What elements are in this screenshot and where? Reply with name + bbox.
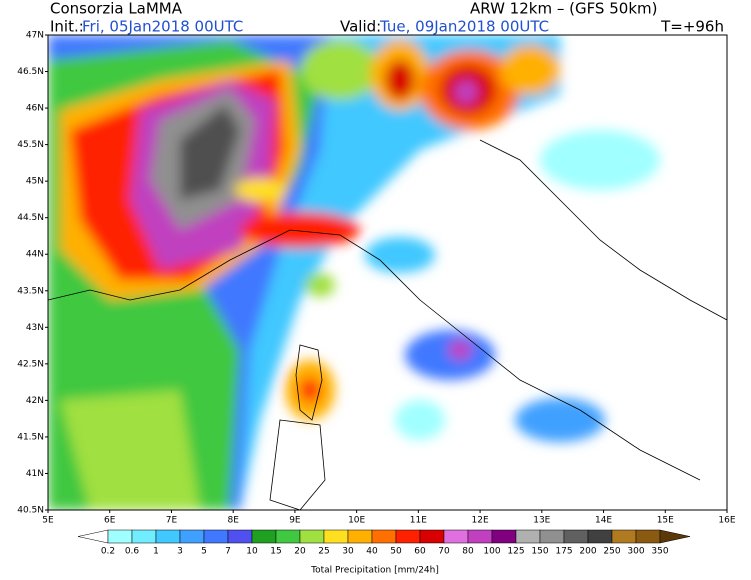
lon-label: 15E (657, 516, 674, 526)
legend-label: 100 (483, 547, 500, 557)
legend-arrow (77, 529, 109, 544)
legend-swatch (539, 529, 565, 544)
legend-swatch (347, 529, 373, 544)
legend-swatch (155, 529, 181, 544)
lat-label: 43N (26, 323, 44, 333)
lon-label: 14E (595, 516, 612, 526)
lat-label: 45.5N (17, 140, 44, 150)
lon-label: 7E (166, 516, 178, 526)
lat-label: 44.5N (17, 213, 44, 223)
legend-swatch (491, 529, 517, 544)
legend-swatch (107, 529, 133, 544)
legend-label: 125 (507, 547, 524, 557)
legend-swatch (587, 529, 613, 544)
map-frame (47, 34, 728, 511)
lat-label: 41.5N (17, 432, 44, 442)
legend-swatch (299, 529, 325, 544)
lon-label: 12E (472, 516, 489, 526)
legend-swatch (611, 529, 637, 544)
legend-label: 60 (414, 547, 426, 557)
legend-label: 25 (318, 547, 329, 557)
legend-label: 20 (294, 547, 306, 557)
legend-label: 0.6 (125, 547, 140, 557)
legend-swatch (563, 529, 589, 544)
model: ARW 12km – (GFS 50km) (470, 0, 657, 18)
legend-label: 3 (177, 547, 183, 557)
legend-label: 80 (462, 547, 474, 557)
legend-swatch (251, 529, 277, 544)
valid-label: Valid: (340, 18, 381, 36)
init-value: Fri, 05Jan2018 00UTC (82, 18, 243, 36)
legend-swatch (179, 529, 205, 544)
legend-label: 175 (555, 547, 572, 557)
valid-value: Tue, 09Jan2018 00UTC (379, 18, 549, 36)
legend-label: 30 (342, 547, 354, 557)
lon-label: 11E (410, 516, 427, 526)
legend-label: 0.2 (101, 547, 115, 557)
legend-swatch (467, 529, 493, 544)
legend-swatch (275, 529, 301, 544)
legend-arrow (659, 529, 691, 544)
lon-label: 16E (718, 516, 735, 526)
legend-label: 40 (366, 547, 378, 557)
legend-label: 70 (438, 547, 450, 557)
legend-label: 5 (201, 547, 207, 557)
lat-label: 42.5N (17, 359, 44, 369)
legend-swatch (635, 529, 661, 544)
legend-label: 250 (603, 547, 620, 557)
lon-label: 5E (42, 516, 54, 526)
title: Consorzia LaMMA (50, 0, 183, 18)
lon-label: 13E (533, 516, 550, 526)
legend-label: 1 (153, 547, 159, 557)
lat-label: 43.5N (17, 286, 44, 296)
lat-label: 41N (26, 469, 44, 479)
lon-label: 8E (227, 516, 239, 526)
legend-label: 7 (225, 547, 231, 557)
legend-label: 350 (651, 547, 668, 557)
legend-label: 300 (627, 547, 644, 557)
legend-label: 200 (579, 547, 596, 557)
legend-label: 15 (270, 547, 281, 557)
legend-title: Total Precipitation [mm/24h] (310, 566, 439, 576)
legend-label: 10 (246, 547, 258, 557)
legend-swatch (395, 529, 421, 544)
lon-label: 9E (289, 516, 301, 526)
legend-swatch (371, 529, 397, 544)
init-label: Init.: (50, 18, 84, 36)
lon-label: 6E (104, 516, 116, 526)
lat-label: 42N (26, 396, 44, 406)
legend-swatch (443, 529, 469, 544)
precip-field (48, 35, 727, 510)
legend-label: 150 (531, 547, 548, 557)
lat-label: 44N (26, 250, 44, 260)
lat-label: 40.5N (17, 506, 44, 516)
legend-swatch (203, 529, 229, 544)
lat-label: 46N (26, 104, 44, 114)
lon-label: 10E (348, 516, 365, 526)
lat-label: 46.5N (17, 67, 44, 77)
legend-label: 50 (390, 547, 402, 557)
legend-swatch (323, 529, 349, 544)
lat-label: 45N (26, 177, 44, 187)
legend-swatch (419, 529, 445, 544)
legend-swatch (227, 529, 253, 544)
lead-time: T=+96h (660, 18, 724, 36)
lat-label: 47N (26, 31, 44, 41)
legend-swatch (131, 529, 157, 544)
legend-swatch (515, 529, 541, 544)
